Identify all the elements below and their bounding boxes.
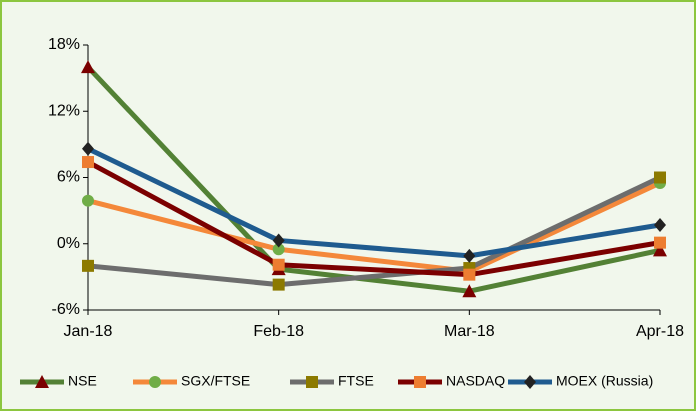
- series-line: [86, 159, 661, 278]
- marker: [272, 258, 285, 271]
- legend-item: NASDAQ: [398, 373, 505, 389]
- series-line: [86, 65, 661, 294]
- legend-item: FTSE: [290, 373, 374, 389]
- y-tick-label: 18%: [48, 36, 80, 53]
- marker: [462, 284, 477, 298]
- legend-label: NSE: [68, 373, 97, 389]
- marker: [272, 243, 285, 256]
- marker: [82, 156, 94, 169]
- marker: [654, 236, 666, 249]
- marker: [654, 171, 666, 184]
- x-tick-label: Feb-18: [253, 323, 304, 340]
- marker: [149, 376, 161, 388]
- marker: [82, 194, 94, 207]
- marker: [35, 375, 49, 388]
- series-line: [87, 175, 662, 288]
- marker: [272, 278, 285, 291]
- marker: [463, 248, 476, 263]
- legend-item: NSE: [20, 373, 97, 389]
- legend-label: FTSE: [338, 373, 374, 389]
- legend-label: MOEX (Russia): [556, 373, 653, 389]
- marker: [654, 217, 666, 232]
- x-tick-label: Apr-18: [636, 323, 684, 340]
- marker: [414, 376, 426, 388]
- marker: [524, 375, 536, 389]
- series-line: [87, 180, 662, 274]
- y-tick-label: 0%: [57, 235, 80, 252]
- x-tick-label: Jan-18: [64, 323, 113, 340]
- y-tick-label: -6%: [52, 301, 80, 318]
- y-tick-label: 6%: [57, 169, 80, 186]
- marker: [272, 233, 285, 248]
- marker: [463, 268, 476, 281]
- legend-label: NASDAQ: [446, 373, 505, 389]
- x-tick-label: Mar-18: [444, 323, 495, 340]
- marker: [82, 141, 94, 156]
- marker: [653, 243, 667, 257]
- legend-label: SGX/FTSE: [181, 373, 250, 389]
- marker: [81, 60, 95, 74]
- legend-item: MOEX (Russia): [508, 373, 653, 389]
- legend-item: SGX/FTSE: [133, 373, 250, 389]
- series-line: [86, 146, 661, 259]
- marker: [82, 259, 94, 272]
- y-tick-label: 12%: [48, 102, 80, 119]
- marker: [306, 376, 318, 388]
